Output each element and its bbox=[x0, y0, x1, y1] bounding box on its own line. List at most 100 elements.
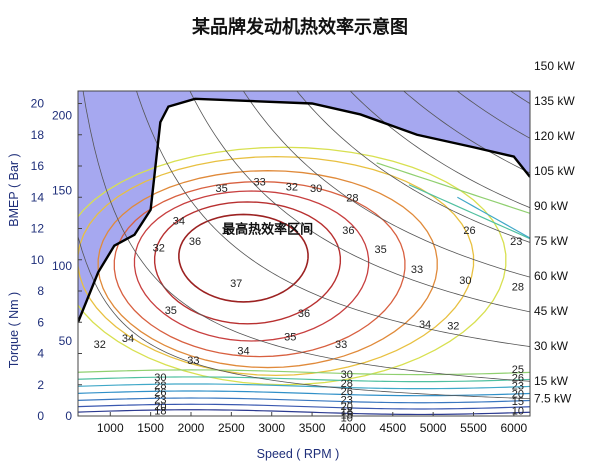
x-tick-label: 2000 bbox=[178, 421, 205, 435]
contour-label: 18 bbox=[341, 406, 353, 418]
contour-label: 33 bbox=[335, 339, 347, 351]
axes-layer: 1000 1500 2000 2500 3000 3500 4000 4500 5000 5500… bbox=[31, 59, 576, 435]
contour-label: 36 bbox=[298, 308, 310, 320]
bmep-tick-label: 14 bbox=[31, 190, 45, 204]
contour-18-band bbox=[78, 397, 530, 404]
x-tick-label: 4000 bbox=[339, 421, 366, 435]
over-limit-region bbox=[78, 91, 530, 323]
x-tick-label: 6000 bbox=[501, 421, 528, 435]
bmep-tick-label: 18 bbox=[31, 128, 45, 142]
contour-label: 32 bbox=[286, 181, 298, 193]
max-torque-curve bbox=[78, 97, 530, 323]
contour-label: 36 bbox=[342, 225, 354, 237]
power-label: 120 kW bbox=[534, 129, 575, 143]
contour-label: 33 bbox=[187, 355, 199, 367]
x-tick-label: 5500 bbox=[460, 421, 487, 435]
contour-35 bbox=[133, 190, 370, 342]
contour-23-upper bbox=[457, 196, 530, 239]
contour-label: 15 bbox=[512, 396, 524, 408]
contour-label: 33 bbox=[411, 264, 423, 276]
bmep-tick-label: 2 bbox=[37, 378, 44, 392]
contour-label: 34 bbox=[173, 216, 185, 228]
x-tick-label: 3000 bbox=[258, 421, 285, 435]
contour-33 bbox=[97, 170, 438, 369]
torque-tick-label: 150 bbox=[52, 184, 72, 198]
x-tick-label: 3500 bbox=[299, 421, 326, 435]
bmep-tick-label: 12 bbox=[31, 222, 45, 236]
power-line bbox=[136, 91, 530, 347]
power-label: 15 kW bbox=[534, 374, 569, 388]
power-line bbox=[296, 91, 530, 243]
contour-label: 28 bbox=[154, 380, 166, 392]
contour-label: 23 bbox=[510, 236, 522, 248]
contour-label: 23 bbox=[154, 395, 166, 407]
bmep-tick-label: 8 bbox=[37, 284, 44, 298]
contour-label: 26 bbox=[341, 386, 353, 398]
contour-label: 32 bbox=[153, 242, 165, 254]
max-efficiency-annotation: 最高热效率区间 bbox=[222, 222, 313, 238]
contour-label: 26 bbox=[154, 387, 166, 399]
x-tick-label: 2500 bbox=[218, 421, 245, 435]
contour-10-band bbox=[78, 409, 530, 416]
contour-label: 28 bbox=[512, 281, 524, 293]
plot-frame bbox=[77, 90, 531, 417]
contour-label: 18 bbox=[154, 406, 166, 418]
contour-label: 35 bbox=[375, 244, 387, 256]
contour-label: 26 bbox=[512, 373, 524, 385]
power-label: 75 kW bbox=[534, 234, 569, 248]
contour-label: 34 bbox=[122, 333, 134, 345]
contour-label: 26 bbox=[463, 225, 475, 237]
contour-20-band bbox=[78, 390, 530, 397]
contour-label: 25 bbox=[512, 364, 524, 376]
contour-32 bbox=[78, 155, 475, 377]
power-line bbox=[403, 91, 530, 174]
contour-label: 37 bbox=[230, 278, 242, 290]
contour-label: 28 bbox=[341, 378, 353, 390]
power-label: 135 kW bbox=[534, 94, 575, 108]
bmep-tick-label: 20 bbox=[31, 97, 45, 111]
bmep-axis-label: BMEP ( Bar ) bbox=[7, 153, 21, 226]
power-line bbox=[78, 236, 530, 400]
power-label: 90 kW bbox=[534, 199, 569, 213]
contour-label: 35 bbox=[216, 183, 228, 195]
contour-label: 23 bbox=[512, 381, 524, 393]
power-line bbox=[82, 91, 530, 382]
contour-label: 34 bbox=[237, 345, 249, 357]
contour-label: 20 bbox=[341, 401, 353, 413]
power-label: 45 kW bbox=[534, 304, 569, 318]
contour-label: 15 bbox=[341, 409, 353, 421]
power-line bbox=[509, 91, 530, 104]
x-tick-label: 4500 bbox=[379, 421, 406, 435]
torque-tick-label: 50 bbox=[59, 334, 73, 348]
torque-axis-label: Torque ( Nm ) bbox=[7, 292, 21, 368]
contour-label: 34 bbox=[419, 319, 431, 331]
contour-label: 33 bbox=[253, 177, 265, 189]
power-label: 105 kW bbox=[534, 164, 575, 178]
contour-label: 30 bbox=[341, 369, 353, 381]
bmep-tick-label: 10 bbox=[31, 253, 45, 267]
power-label: 7.5 kW bbox=[534, 392, 572, 406]
contour-label: 30 bbox=[154, 372, 166, 384]
contour-34 bbox=[113, 180, 406, 358]
power-label: 30 kW bbox=[534, 339, 569, 353]
contour-label: 30 bbox=[459, 275, 471, 287]
power-line bbox=[349, 91, 530, 209]
contour-label: 32 bbox=[94, 339, 106, 351]
contour-label: 30 bbox=[310, 183, 322, 195]
contour-label: 20 bbox=[512, 388, 524, 400]
contour-label: 35 bbox=[284, 331, 296, 343]
contour-label: 35 bbox=[165, 305, 177, 317]
contour-28-upper bbox=[376, 162, 530, 214]
x-tick-label: 5000 bbox=[420, 421, 447, 435]
x-tick-label: 1000 bbox=[97, 421, 124, 435]
contour-30 bbox=[78, 146, 507, 386]
contour-36 bbox=[153, 201, 342, 325]
bmep-tick-label: 4 bbox=[37, 347, 44, 361]
torque-tick-label: 200 bbox=[52, 109, 72, 123]
bmep-tick-label: 16 bbox=[31, 159, 45, 173]
contour-label: 36 bbox=[189, 236, 201, 248]
contour-26-band bbox=[78, 376, 530, 383]
torque-tick-label: 100 bbox=[52, 259, 72, 273]
plot-area: 3736363635353535343434343333333332323232… bbox=[78, 91, 530, 425]
